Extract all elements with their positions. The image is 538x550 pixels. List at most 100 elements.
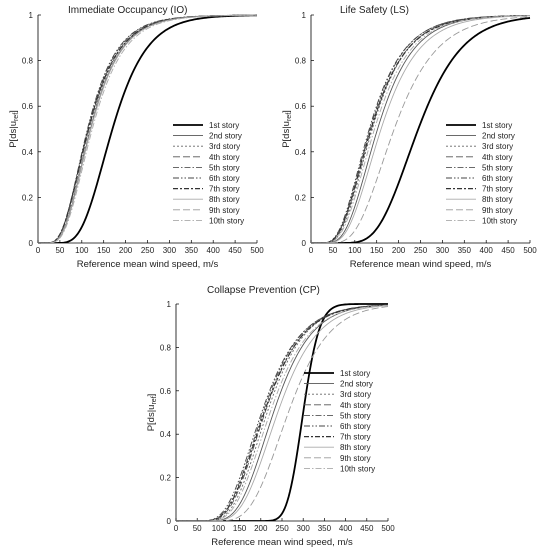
x-tick-label: 400 [480,246,494,255]
x-tick-label: 500 [381,524,395,533]
x-tick-label: 50 [328,246,337,255]
legend-label: 7th story [340,433,371,442]
legend-label: 3rd story [209,142,240,151]
y-tick-label: 0.6 [160,387,172,396]
x-tick-label: 0 [174,524,179,533]
series-line-1 [311,17,531,243]
y-tick-label: 0.8 [22,57,34,66]
legend-label: 4th story [482,153,513,162]
legend-label: 2nd story [340,380,373,389]
x-tick-label: 50 [55,246,64,255]
x-tick-label: 500 [523,246,537,255]
legend-label: 2nd story [482,132,515,141]
x-tick-label: 500 [250,246,264,255]
y-axis-label: P[ds|uref] [146,394,158,432]
x-tick-label: 450 [360,524,374,533]
y-tick-label: 0.4 [295,148,307,157]
chart-title: Collapse Prevention (CP) [207,285,320,296]
legend-label: 3rd story [482,142,513,151]
legend-label: 6th story [209,174,240,183]
legend-label: 7th story [482,185,513,194]
x-tick-label: 0 [309,246,314,255]
chart-title: Immediate Occupancy (IO) [68,5,187,16]
y-tick-label: 1 [167,300,172,309]
legend-label: 10th story [340,464,375,473]
x-tick-label: 300 [297,524,311,533]
x-tick-label: 250 [414,246,428,255]
legend-label: 7th story [209,185,240,194]
series-line-1 [38,14,258,243]
y-tick-label: 0.4 [22,148,34,157]
legend-label: 2nd story [209,132,242,141]
x-tick-label: 350 [458,246,472,255]
y-tick-label: 0.2 [22,193,34,202]
x-axis-label: Reference mean wind speed, m/s [77,259,219,270]
legend-label: 4th story [340,401,371,410]
series-line-10 [176,304,389,521]
legend-label: 10th story [482,216,517,225]
legend-label: 8th story [482,195,513,204]
legend-label: 9th story [209,206,240,215]
x-tick-label: 250 [275,524,289,533]
y-tick-label: 1 [302,11,307,20]
series-line-9 [38,14,258,243]
x-tick-label: 150 [97,246,111,255]
y-tick-label: 0.6 [295,102,307,111]
y-tick-label: 0 [167,517,172,526]
x-tick-label: 150 [370,246,384,255]
legend-label: 5th story [340,411,371,420]
legend-label: 6th story [340,422,371,431]
x-tick-label: 400 [207,246,221,255]
x-tick-label: 450 [228,246,242,255]
y-tick-label: 0.2 [160,474,172,483]
x-tick-label: 400 [339,524,353,533]
y-axis-label: P[ds|uref] [8,110,20,148]
x-tick-label: 100 [212,524,226,533]
y-tick-label: 1 [29,11,34,20]
chart-panel-3: Collapse Prevention (CP) 0 50 100 150 200 250 3… [146,285,395,548]
x-tick-label: 0 [36,246,41,255]
x-tick-label: 350 [185,246,199,255]
x-axis-label: Reference mean wind speed, m/s [350,259,492,270]
series-line-8 [311,15,531,243]
x-axis-label: Reference mean wind speed, m/s [211,537,353,548]
x-tick-label: 300 [436,246,450,255]
series-line-9 [311,16,531,243]
legend-label: 3rd story [340,390,371,399]
legend-label: 9th story [482,206,513,215]
legend-label: 10th story [209,216,244,225]
series-line-7 [176,304,389,521]
legend-label: 4th story [209,153,240,162]
y-tick-label: 0.8 [160,343,172,352]
y-tick-label: 0.6 [22,102,34,111]
x-tick-label: 200 [119,246,133,255]
x-tick-label: 100 [348,246,362,255]
x-tick-label: 300 [163,246,177,255]
series-line-10 [311,15,531,243]
legend-label: 9th story [340,454,371,463]
legend-label: 8th story [340,443,371,452]
series-line-9 [176,306,389,521]
y-axis-label: P[ds|uref] [281,110,293,148]
chart-panel-2: Life Safety (LS) 0 50 100 150 200 250 300 350 400… [281,5,537,270]
chart-panel-1: Immediate Occupancy (IO) 0 50 100 150 200 250 3… [8,5,264,270]
x-tick-label: 50 [193,524,202,533]
legend-label: 1st story [340,369,370,378]
x-tick-label: 150 [233,524,247,533]
x-tick-label: 350 [318,524,332,533]
y-tick-label: 0.8 [295,57,307,66]
x-tick-label: 100 [75,246,89,255]
y-tick-label: 0 [302,239,307,248]
x-tick-label: 200 [254,524,268,533]
chart-title: Life Safety (LS) [340,5,409,16]
x-tick-label: 250 [141,246,155,255]
legend-label: 8th story [209,195,240,204]
series-line-1 [176,303,388,521]
x-tick-label: 450 [501,246,515,255]
x-tick-label: 200 [392,246,406,255]
series-line-6 [311,15,531,243]
legend-label: 1st story [482,121,512,130]
y-tick-label: 0.2 [295,193,307,202]
legend-label: 1st story [209,121,239,130]
